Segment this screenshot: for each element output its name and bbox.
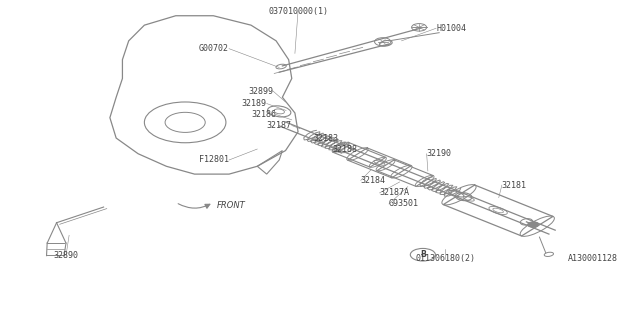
Text: 32899: 32899 — [248, 86, 273, 95]
Text: 32188: 32188 — [333, 145, 358, 154]
Circle shape — [527, 222, 539, 228]
Text: 32189: 32189 — [242, 99, 267, 108]
Text: 32190: 32190 — [427, 149, 452, 158]
Text: 32181: 32181 — [502, 180, 527, 189]
Text: H01004: H01004 — [436, 24, 466, 33]
Text: 037010000(1): 037010000(1) — [268, 6, 328, 16]
Text: 32187A: 32187A — [380, 188, 410, 197]
Text: FRONT: FRONT — [216, 201, 245, 210]
Text: B: B — [420, 250, 426, 259]
Text: A130001128: A130001128 — [568, 254, 618, 263]
Text: F12801: F12801 — [199, 156, 229, 164]
Text: 32186: 32186 — [251, 110, 276, 119]
Text: G93501: G93501 — [389, 199, 419, 208]
Text: 32184: 32184 — [361, 176, 386, 185]
Text: G00702: G00702 — [199, 44, 229, 53]
Text: 32183: 32183 — [314, 133, 339, 142]
Text: 011306180(2): 011306180(2) — [415, 254, 476, 263]
Text: 32187: 32187 — [267, 121, 292, 130]
Text: 32890: 32890 — [54, 251, 79, 260]
